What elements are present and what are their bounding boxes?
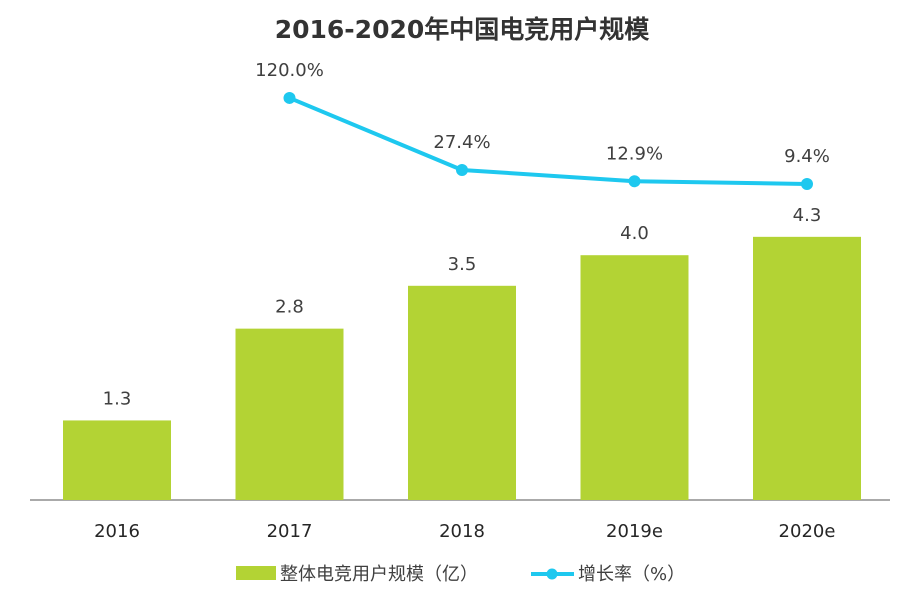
bar-2020e: [753, 236, 861, 500]
x-tick-label: 2019e: [606, 521, 663, 542]
legend-line-marker: [546, 568, 558, 580]
legend-line-label: 增长率（%）: [578, 564, 685, 585]
legend-bar-swatch: [236, 566, 276, 580]
bar-2017: [235, 328, 344, 500]
growth-point-2017: [283, 91, 296, 104]
chart-title: 2016-2020年中国电竞用户规模: [275, 15, 651, 44]
bar-2016: [63, 420, 171, 500]
bar-value-label: 4.0: [620, 223, 649, 244]
bar-value-label: 1.3: [103, 388, 132, 409]
growth-point-2020e: [801, 177, 813, 190]
bar-value-label: 4.3: [793, 205, 822, 226]
bar-value-label: 2.8: [275, 297, 304, 318]
x-tick-label: 2020e: [779, 521, 836, 542]
bar-2019e: [580, 255, 689, 500]
x-tick-label: 2017: [267, 521, 313, 542]
x-tick-label: 2016: [94, 521, 140, 542]
legend-bar-label: 整体电竞用户规模（亿）: [280, 564, 478, 585]
growth-point-2019e: [628, 175, 641, 188]
growth-value-label: 120.0%: [255, 60, 324, 81]
growth-point-2018: [456, 163, 468, 176]
bar-value-label: 3.5: [448, 254, 477, 275]
legend: 整体电竞用户规模（亿） 增长率（%）: [236, 564, 685, 585]
growth-value-label: 27.4%: [433, 132, 490, 153]
x-tick-label: 2018: [439, 521, 485, 542]
growth-value-label: 12.9%: [606, 143, 663, 164]
growth-value-label: 9.4%: [784, 146, 830, 167]
bar-2018: [408, 285, 516, 500]
growth-rate-line: [288, 96, 808, 186]
